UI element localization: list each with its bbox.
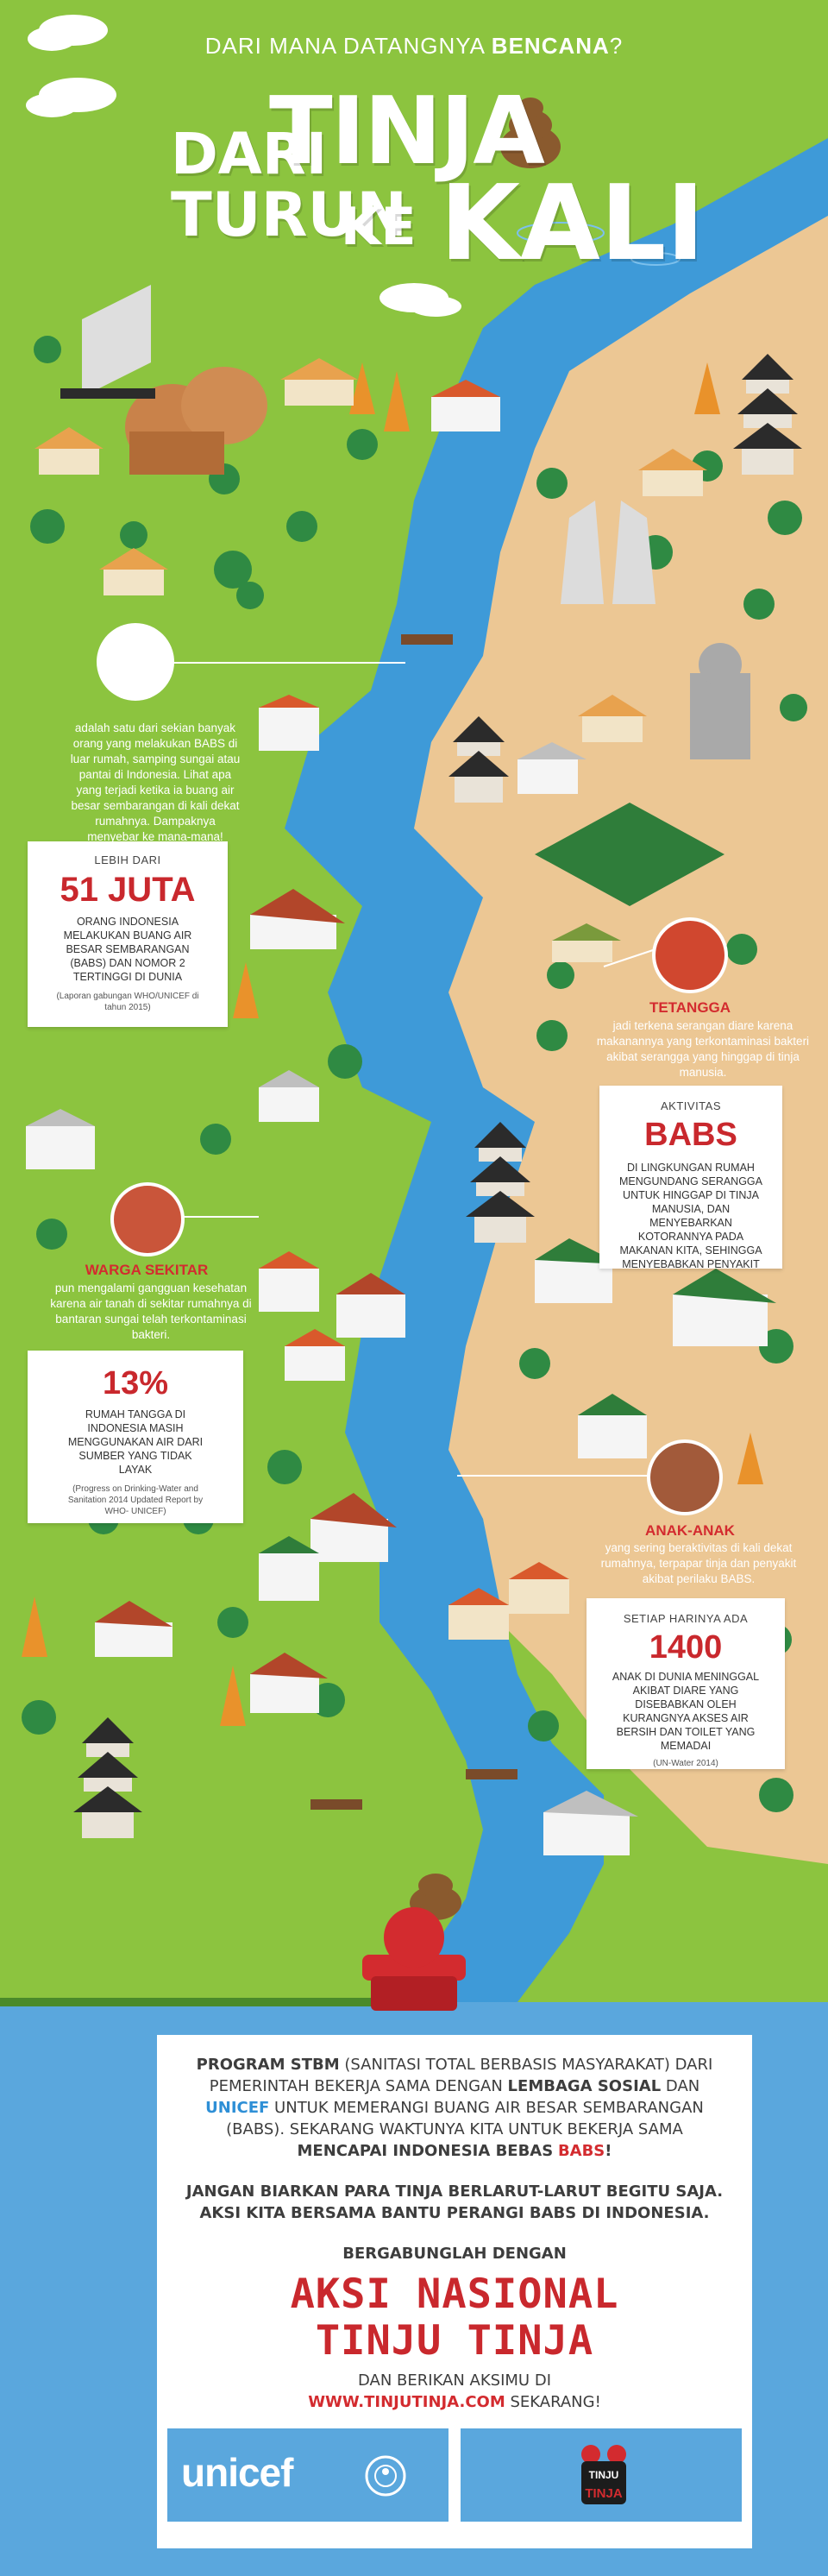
title-ke: KE [341,197,417,257]
logo-footer: unicef TINJU TINJA [157,2415,752,2548]
p1-dan: DAN [661,2077,700,2095]
subtitle-emphasis: BENCANA [491,33,610,59]
boxing-glove-icon [362,1907,466,2011]
campaign-panel: PROGRAM STBM (SANITASI TOTAL BERBASIS MA… [157,2035,752,2415]
unicef-logo: unicef [181,2450,293,2495]
anak-title: ANAK-ANAK [645,1522,735,1539]
card-source: (UN-Water 2014) [653,1759,718,1768]
join-text: BERGABUNGLAH DENGAN [342,2245,567,2263]
card-source: (Progress on Drinking-Water and Sanitati… [67,1484,204,1516]
card-source: (Laporan gabungan WHO/UNICEF di tahun 20… [56,992,199,1012]
tinju-tinja-logo: TINJU TINJA [581,2445,626,2504]
title-kali: KALI [440,164,705,284]
cloud-icon [26,15,461,317]
stat-card-51-juta: LEBIH DARI 51 JUTA ORANG INDONESIA MELAK… [28,841,228,1027]
poo-icon [410,98,561,1920]
intro-text: adalah satu dari sekian banyak orang yan… [70,721,241,843]
cta-line: WWW.TINJUTINJA.COM SEKARANG! [157,2391,752,2413]
tetangga-text: jadi terkena serangan diare karena makan… [596,1019,810,1079]
anak-photo [647,1439,723,1515]
card-figure: 13% [102,1365,169,1401]
card-label: AKTIVITAS [661,1099,721,1112]
warga-text: pun mengalami gangguan kesehatan karena … [50,1282,252,1341]
pagoda-icon [733,354,802,475]
stat-card-1400: SETIAP HARINYA ADA 1400 ANAK DI DUNIA ME… [586,1598,785,1769]
campaign-call: JANGAN BIARKAN PARA TINJA BERLARUT-LARUT… [185,2182,724,2222]
p1-text: (SANITASI TOTAL BERBASIS MASYARAKAT) DAR… [209,2056,713,2095]
tetangga-photo [652,917,728,993]
title-tinja: TINJA [269,78,545,186]
card-figure: BABS [644,1117,737,1153]
p1-babs: BABS [557,2142,605,2160]
card-figure: 1400 [649,1629,723,1666]
card-description: ORANG INDONESIA MELAKUKAN BUANG AIR BESA… [63,916,192,983]
title-turun: TURUN [171,180,407,250]
stat-card-13-percent: 13% RUMAH TANGGA DI INDONESIA MASIH MENG… [28,1351,243,1523]
aksi-line2: TINJU TINJA [315,2317,594,2365]
rice-field [535,803,724,906]
temple-gate [561,501,604,604]
card-label: SETIAP HARINYA ADA [623,1612,749,1625]
card-description: ANAK DI DUNIA MENINGGAL AKIBAT DIARE YAN… [612,1671,760,1752]
p1-text2: UNTUK MEMERANGI BUANG AIR BESAR SEMBARAN… [226,2099,704,2138]
house-icon [26,358,776,1855]
p1-lembaga: LEMBAGA SOSIAL [507,2077,662,2095]
warga-photo [110,1182,185,1257]
cta-suffix: SEKARANG! [505,2393,601,2411]
anak-text: yang sering beraktivitas di kali dekat r… [600,1541,797,1585]
stat-card-babs: AKTIVITAS BABS DI LINGKUNGAN RUMAH MENGU… [599,1086,782,1270]
card-figure: 51 JUTA [60,871,196,909]
tetangga-title: TETANGGA [649,999,731,1016]
warga-title: WARGA SEKITAR [85,1262,209,1278]
subtitle-prefix: DARI MANA DATANGNYA [204,33,485,59]
aksi-line1: AKSI NASIONAL [290,2271,619,2318]
statue [690,673,750,759]
card-description: RUMAH TANGGA DI INDONESIA MASIH MENGGUNA… [67,1408,204,1476]
p1-bebas: MENCAPAI INDONESIA BEBAS [297,2142,554,2160]
tinju-tinja-logo-box: TINJU TINJA [461,2428,742,2522]
title-dari: DARI [171,121,328,187]
subtitle-suffix: ? [609,33,624,59]
website-link[interactable]: WWW.TINJUTINJA.COM [308,2393,505,2411]
logo-tinju-text: TINJU [589,2469,619,2481]
unicef-emblem-icon [365,2455,406,2497]
cta-prefix: DAN BERIKAN AKSIMU DI [357,2371,551,2390]
p1-program: PROGRAM STBM [196,2056,340,2074]
logo-tinja-text: TINJA [585,2486,623,2501]
river [285,138,828,2002]
campaign-paragraph: PROGRAM STBM (SANITASI TOTAL BERBASIS MA… [196,2056,713,2160]
billboard [82,285,151,397]
card-description: DI LINGKUNGAN RUMAH MENGUNDANG SERANGGA … [619,1162,762,1270]
p1-unicef: UNICEF [205,2099,270,2117]
person-avatar-placeholder [97,623,174,701]
unicef-logo-box: unicef [167,2428,448,2522]
card-label: LEBIH DARI [94,853,161,866]
header-subtitle: DARI MANA DATANGNYA BENCANA? [0,33,828,60]
